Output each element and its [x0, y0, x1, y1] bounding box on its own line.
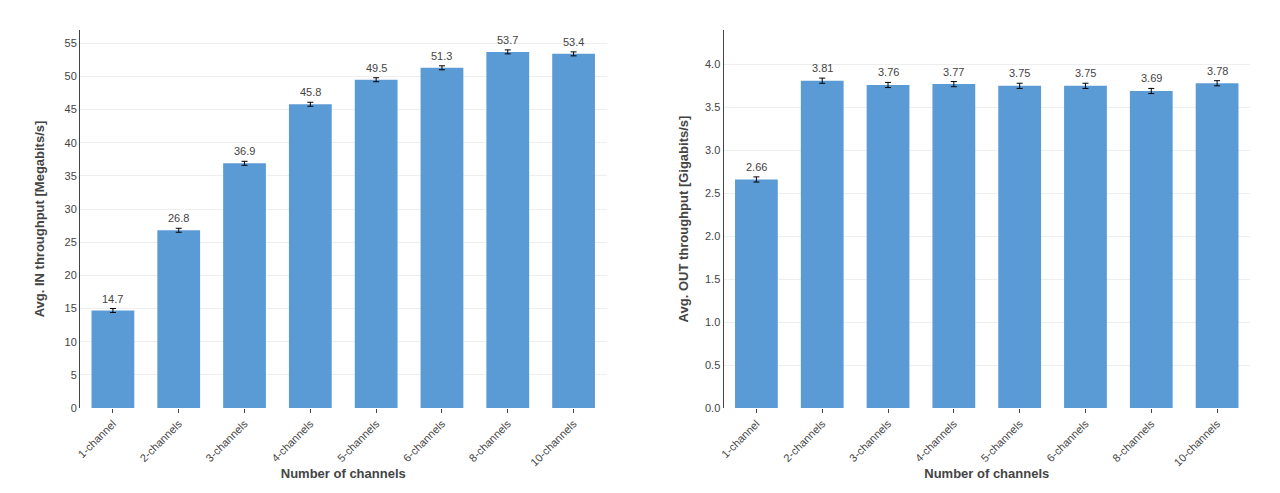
svg-text:40: 40	[65, 137, 77, 149]
svg-text:Number of channels: Number of channels	[281, 466, 406, 481]
svg-text:8-channels: 8-channels	[1110, 417, 1157, 464]
svg-text:5-channels: 5-channels	[335, 417, 382, 464]
svg-text:1-channel: 1-channel	[719, 418, 762, 461]
svg-text:8-channels: 8-channels	[467, 417, 514, 464]
svg-text:10-channels: 10-channels	[528, 417, 579, 468]
svg-text:55: 55	[65, 37, 77, 49]
svg-text:26.8: 26.8	[168, 212, 189, 224]
svg-text:15: 15	[65, 302, 77, 314]
svg-text:3.75: 3.75	[1009, 67, 1030, 79]
svg-text:Avg. OUT throughput [Gigabits/: Avg. OUT throughput [Gigabits/s]	[676, 116, 691, 323]
svg-text:3.69: 3.69	[1141, 72, 1162, 84]
svg-text:0: 0	[71, 402, 77, 414]
svg-text:50: 50	[65, 70, 77, 82]
svg-text:6-channels: 6-channels	[401, 417, 448, 464]
svg-text:3.75: 3.75	[1075, 67, 1096, 79]
svg-text:3.81: 3.81	[812, 62, 833, 74]
svg-text:14.7: 14.7	[102, 293, 123, 305]
svg-text:4-channels: 4-channels	[269, 417, 316, 464]
svg-text:1.0: 1.0	[705, 316, 720, 328]
svg-text:25: 25	[65, 236, 77, 248]
svg-text:2.66: 2.66	[746, 161, 767, 173]
svg-text:35: 35	[65, 170, 77, 182]
svg-text:3.78: 3.78	[1207, 65, 1228, 77]
svg-text:3-channels: 3-channels	[203, 417, 250, 464]
svg-text:45.8: 45.8	[300, 86, 321, 98]
svg-text:10-channels: 10-channels	[1172, 417, 1223, 468]
svg-text:3-channels: 3-channels	[847, 417, 894, 464]
svg-text:3.77: 3.77	[943, 66, 964, 78]
svg-text:5: 5	[71, 369, 77, 381]
svg-text:53.4: 53.4	[563, 36, 584, 48]
svg-text:2.0: 2.0	[705, 230, 720, 242]
svg-text:3.0: 3.0	[705, 144, 720, 156]
svg-text:Avg. IN throughput [Megabits/s: Avg. IN throughput [Megabits/s]	[32, 121, 47, 318]
svg-text:4.0: 4.0	[705, 58, 720, 70]
svg-text:1.5: 1.5	[705, 273, 720, 285]
svg-text:4-channels: 4-channels	[913, 417, 960, 464]
svg-text:49.5: 49.5	[366, 62, 387, 74]
svg-text:2-channels: 2-channels	[137, 417, 184, 464]
svg-text:6-channels: 6-channels	[1044, 417, 1091, 464]
svg-text:Number of channels: Number of channels	[924, 466, 1049, 481]
svg-text:5-channels: 5-channels	[978, 417, 1025, 464]
svg-text:3.76: 3.76	[878, 66, 899, 78]
svg-text:30: 30	[65, 203, 77, 215]
svg-text:3.5: 3.5	[705, 101, 720, 113]
svg-text:53.7: 53.7	[497, 34, 518, 46]
svg-text:51.3: 51.3	[431, 50, 452, 62]
svg-text:2-channels: 2-channels	[781, 417, 828, 464]
svg-text:10: 10	[65, 336, 77, 348]
svg-text:1-channel: 1-channel	[76, 418, 119, 461]
svg-text:0.5: 0.5	[705, 359, 720, 371]
svg-text:20: 20	[65, 269, 77, 281]
svg-text:0.0: 0.0	[705, 402, 720, 414]
svg-text:2.5: 2.5	[705, 187, 720, 199]
svg-text:45: 45	[65, 103, 77, 115]
svg-text:36.9: 36.9	[234, 145, 255, 157]
